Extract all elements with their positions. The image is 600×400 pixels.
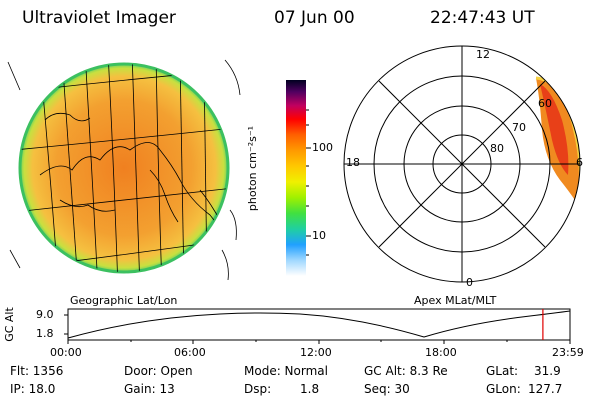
colorbar-tick-100: 100 <box>312 141 333 154</box>
info-mode: Mode: Normal <box>244 364 328 378</box>
info-flt: Flt: 1356 <box>10 364 64 378</box>
info-glat-label: GLat: <box>486 364 519 378</box>
info-glon-label: GLon: <box>486 382 521 396</box>
date-label: 07 Jun 00 <box>274 8 355 28</box>
timeline-xtick-1200: 12:00 <box>300 346 332 359</box>
info-gain: Gain: 13 <box>124 382 175 396</box>
info-glon-value: 127.7 <box>528 382 563 396</box>
colorbar <box>286 80 311 276</box>
polar-plot <box>343 45 581 283</box>
info-door: Door: Open <box>124 364 193 378</box>
time-label: 22:47:43 UT <box>430 8 535 28</box>
lat-label-60: 60 <box>538 97 552 110</box>
info-dsp-label: Dsp: <box>244 382 272 396</box>
timeline-ytick-9: 9.0 <box>36 308 54 321</box>
mlt-label-6: 6 <box>576 156 583 169</box>
info-dsp-value: 1.8 <box>300 382 320 396</box>
colorbar-unit-label: photon cm⁻²s⁻¹ <box>246 125 260 212</box>
info-glat-value: 31.9 <box>534 364 561 378</box>
timeline-xtick-1800: 18:00 <box>425 346 457 359</box>
info-gc-alt: GC Alt: 8.3 Re <box>364 364 448 378</box>
mlt-label-12: 12 <box>476 48 490 61</box>
earth-image <box>7 59 241 281</box>
colorbar-tick-10: 10 <box>312 229 326 242</box>
mlt-label-0: 0 <box>466 276 473 289</box>
timeline-ytick-1: 1.8 <box>36 327 54 340</box>
timeline-xtick-2359: 23:59 <box>552 346 584 359</box>
lat-label-80: 80 <box>490 142 504 155</box>
info-seq: Seq: 30 <box>364 382 410 396</box>
left-panel-label: Geographic Lat/Lon <box>70 294 178 307</box>
timeline-plot <box>64 308 571 344</box>
instrument-title: Ultraviolet Imager <box>22 8 176 28</box>
timeline-ylabel: GC Alt <box>2 307 16 342</box>
mlt-label-18: 18 <box>346 156 360 169</box>
right-panel-label: Apex MLat/MLT <box>414 294 497 307</box>
timeline-xtick-0600: 06:00 <box>174 346 206 359</box>
info-ip: IP: 18.0 <box>10 382 56 396</box>
timeline-xtick-0000: 00:00 <box>50 346 82 359</box>
lat-label-70: 70 <box>512 121 526 134</box>
